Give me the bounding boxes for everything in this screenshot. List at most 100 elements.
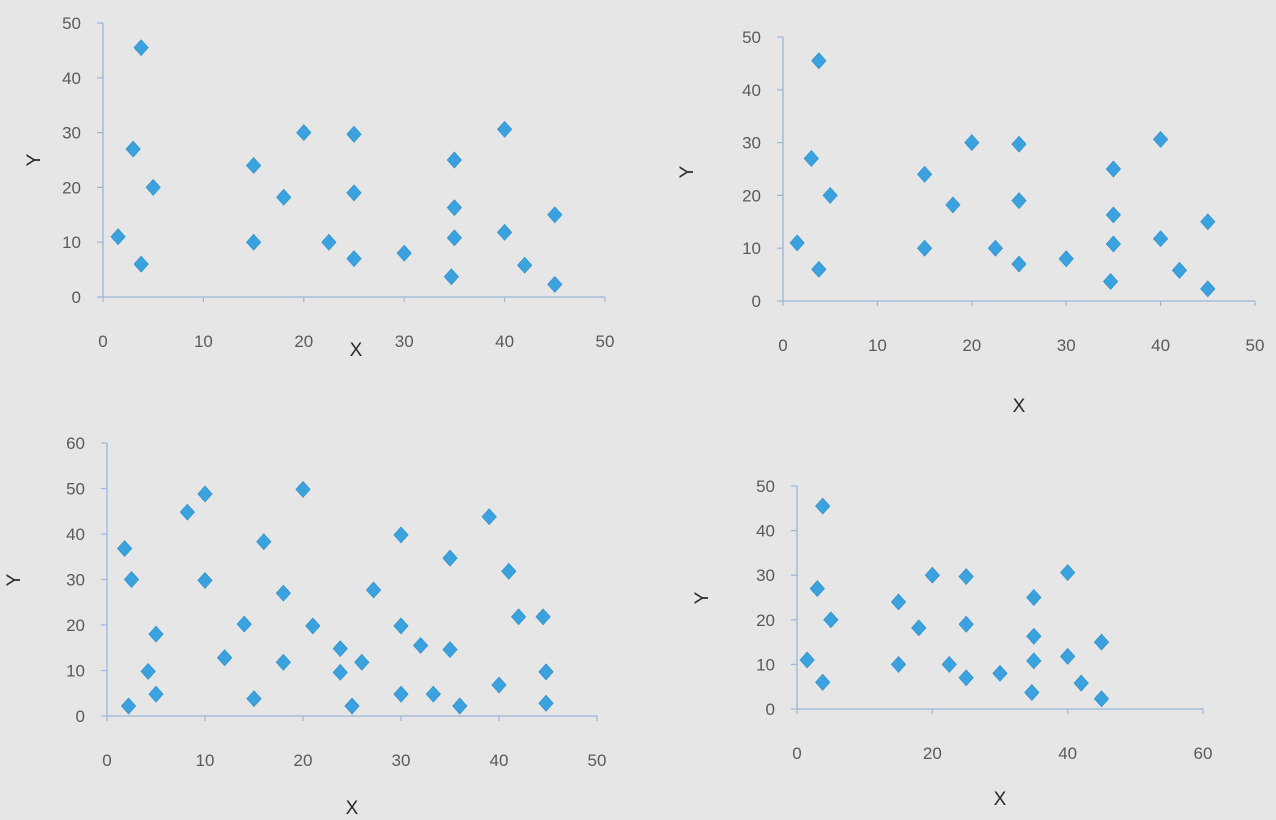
data-point — [412, 637, 429, 654]
y-tick-label: 50 — [742, 28, 761, 47]
data-point — [911, 619, 927, 637]
data-point — [1011, 135, 1027, 153]
x-tick-label: 10 — [194, 332, 213, 351]
x-tick-label: 50 — [596, 332, 615, 351]
scatter-chart-1: 0 10 20 30 40 50 0 10 20 30 40 50 X Y — [24, 14, 614, 361]
x-tick-label: 30 — [392, 751, 411, 770]
data-point — [1024, 684, 1040, 701]
data-point — [354, 653, 370, 671]
data-point — [941, 655, 957, 673]
data-point — [501, 562, 517, 580]
y-tick-label: 0 — [752, 292, 761, 311]
data-point — [145, 178, 161, 196]
data-point — [442, 549, 458, 567]
data-point — [179, 503, 195, 521]
y-tick-label: 10 — [756, 655, 775, 674]
scatter-chart-2: 0 10 20 30 40 50 0 10 20 30 40 50 X Y — [677, 28, 1264, 417]
data-point — [321, 233, 337, 251]
data-point — [964, 134, 980, 152]
data-point — [246, 690, 262, 708]
data-point — [305, 617, 321, 635]
y-tick-label: 30 — [62, 124, 81, 143]
data-point — [117, 540, 133, 558]
x-tick-label: 50 — [588, 751, 607, 770]
data-point — [296, 124, 312, 142]
x-tick-label: 30 — [1057, 336, 1076, 355]
data-point — [945, 196, 961, 214]
y-tick-label: 60 — [66, 434, 85, 453]
data-point — [123, 571, 140, 588]
x-tick-label: 20 — [294, 332, 313, 351]
data-point — [538, 663, 554, 681]
data-point — [1093, 633, 1110, 651]
data-point — [1026, 589, 1042, 606]
data-point — [140, 662, 156, 680]
data-point — [442, 641, 458, 659]
y-tick-label: 10 — [742, 239, 761, 258]
y-tick-label: 20 — [66, 616, 85, 635]
scatter-chart-3: 0 10 20 30 40 50 0 10 20 30 40 50 60 X Y — [4, 434, 606, 819]
data-point — [924, 566, 940, 584]
data-point — [958, 568, 974, 585]
y-tick-label: 50 — [756, 477, 775, 496]
data-point — [1200, 213, 1216, 231]
data-point — [148, 685, 164, 703]
data-point — [276, 188, 292, 206]
x-tick-label: 10 — [196, 751, 215, 770]
data-point — [120, 697, 137, 715]
data-point — [197, 571, 213, 589]
data-point — [992, 664, 1008, 682]
x-tick-label: 60 — [1194, 744, 1213, 763]
data-point — [815, 497, 831, 515]
data-point — [811, 52, 827, 70]
data-point — [547, 206, 563, 224]
data-point — [275, 584, 292, 602]
data-point — [295, 480, 311, 498]
x-axis-label: X — [346, 798, 359, 819]
x-axis-label: X — [994, 789, 1007, 810]
data-point — [799, 651, 815, 669]
y-tick-label: 40 — [756, 522, 775, 541]
data-point — [535, 608, 551, 626]
data-point — [1060, 647, 1076, 665]
data-point — [236, 615, 252, 633]
data-point — [346, 184, 362, 202]
data-point — [133, 255, 149, 273]
data-point — [547, 275, 563, 293]
data-point — [1105, 206, 1122, 224]
x-tick-label: 0 — [98, 332, 107, 351]
x-tick-label: 20 — [294, 751, 313, 770]
data-point — [1073, 674, 1089, 692]
data-point — [346, 250, 362, 268]
data-point — [496, 120, 513, 138]
data-point — [815, 673, 831, 691]
y-tick-label: 30 — [742, 134, 761, 153]
data-point — [216, 649, 233, 667]
data-point — [1011, 255, 1027, 273]
data-point — [110, 228, 126, 246]
data-point — [496, 223, 513, 241]
data-point — [256, 533, 272, 551]
x-tick-label: 20 — [923, 744, 942, 763]
y-tick-label: 20 — [756, 611, 775, 630]
data-point — [425, 685, 441, 703]
y-axis-label: Y — [677, 165, 698, 178]
data-point — [446, 199, 463, 217]
x-axis-label: X — [1013, 396, 1026, 417]
data-point — [517, 256, 533, 274]
data-point — [890, 655, 907, 673]
data-point — [396, 244, 412, 262]
data-point — [958, 669, 974, 687]
data-point — [393, 617, 409, 635]
data-point — [823, 611, 839, 629]
y-tick-label: 20 — [62, 178, 81, 197]
x-axis-label: X — [350, 340, 363, 361]
data-point — [1011, 192, 1027, 210]
data-point — [481, 508, 497, 526]
data-point — [346, 125, 362, 143]
x-tick-label: 40 — [1058, 744, 1077, 763]
y-tick-label: 0 — [76, 707, 85, 726]
data-point — [822, 186, 838, 204]
scatter-chart-4: 0 20 40 60 0 10 20 30 40 50 X Y — [692, 477, 1212, 810]
